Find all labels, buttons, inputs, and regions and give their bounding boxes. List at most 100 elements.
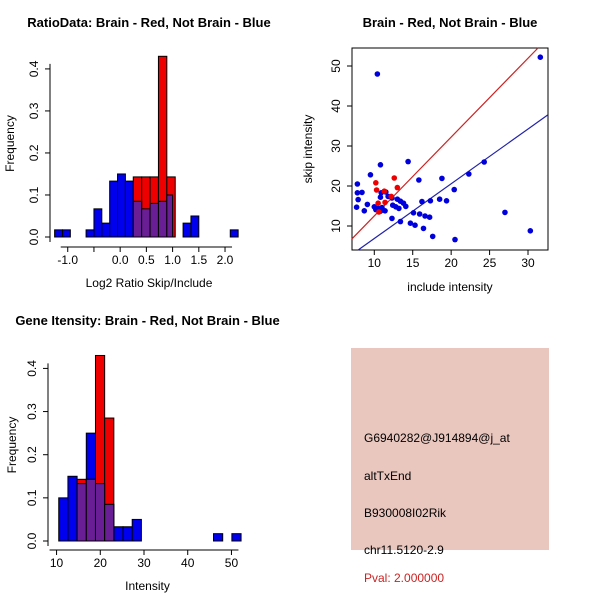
blue-data-point <box>410 210 417 216</box>
x-axis-label: Log2 Ratio Skip/Include <box>86 276 213 290</box>
red-data-point <box>373 180 379 186</box>
genomic-location-label: chr11.5120-2.9 <box>364 543 444 557</box>
blue-hist-bar <box>85 229 95 238</box>
intensity-scatter-panel: 10 15 20 25 30 10 20 30 40 50 Brain - Red, Not Bra… <box>301 15 549 294</box>
blue-data-point <box>502 209 508 216</box>
x-tick-label: 30 <box>137 556 151 570</box>
blue-data-point <box>396 205 402 212</box>
x-tick-label: 15 <box>406 256 420 270</box>
purple-hist-bar <box>85 478 96 542</box>
x-tick-label: 20 <box>444 256 458 270</box>
blue-data-point <box>443 198 450 204</box>
blue-data-point <box>397 218 404 225</box>
y-tick-label: 40 <box>329 99 343 113</box>
blue-data-point <box>481 159 488 165</box>
pval-label: Pval: 2.000000 <box>364 571 445 585</box>
x-tick-label: 25 <box>483 256 497 270</box>
blue-data-point <box>420 225 427 232</box>
x-tick-label: 10 <box>50 556 64 570</box>
blue-data-point <box>419 198 425 205</box>
blue-data-point <box>436 196 443 202</box>
blue-hist-bar <box>67 475 78 542</box>
blue-data-point <box>527 228 534 234</box>
x-tick-label: 1.0 <box>164 253 181 267</box>
y-tick-label: 0.4 <box>27 60 41 77</box>
y-tick-label: 0.1 <box>27 186 41 203</box>
blue-data-point <box>389 215 395 222</box>
plot-box <box>351 47 549 251</box>
blue-hist-bar <box>93 208 103 238</box>
x-tick-label: -1.0 <box>57 253 78 267</box>
y-tick-label: 20 <box>329 179 343 193</box>
blue-data-point <box>412 222 418 228</box>
y-tick-label: 0.4 <box>25 360 39 377</box>
red-data-point <box>375 200 381 206</box>
info-box: G6940282@J914894@j_at altTxEnd B930008I0… <box>351 348 549 585</box>
red-data-point <box>382 199 388 206</box>
blue-data-point <box>422 213 428 219</box>
y-tick-label: 50 <box>329 59 343 73</box>
blue-hist-bar <box>229 229 239 238</box>
x-tick-label: 10 <box>368 256 382 270</box>
purple-hist-bar <box>141 208 151 238</box>
blue-hist-bar <box>190 215 200 238</box>
blue-data-point <box>451 186 458 193</box>
x-tick-label: 40 <box>181 556 195 570</box>
red-data-point <box>376 209 382 215</box>
blue-data-point <box>367 172 374 178</box>
blue-data-point <box>353 204 360 210</box>
line-blue-regression-line <box>357 114 549 251</box>
y-tick-label: 0.3 <box>25 403 39 420</box>
y-tick-label: 10 <box>329 219 343 233</box>
purple-hist-bar <box>104 503 115 542</box>
x-tick-label: 50 <box>225 556 239 570</box>
gene-intensity-histogram-panel: 10 20 30 40 50 0.0 0.1 0.2 0.3 0.4 Gene Itensity: … <box>5 313 280 593</box>
blue-data-point <box>359 189 365 196</box>
y-tick-label: 0.0 <box>25 532 39 549</box>
blue-data-point <box>466 171 472 177</box>
blue-data-point <box>452 236 458 243</box>
gene-name-label: B930008I02Rik <box>364 506 447 520</box>
blue-hist-bar <box>117 173 126 238</box>
blue-hist-bar <box>101 222 111 238</box>
red-data-point <box>388 193 394 200</box>
blue-data-point <box>405 158 411 165</box>
blue-hist-bar <box>61 229 71 238</box>
purple-hist-bar <box>157 200 168 238</box>
purple-hist-bar <box>132 200 143 238</box>
purple-hist-bar <box>166 194 174 238</box>
blue-data-point <box>354 181 361 187</box>
red-data-point <box>391 175 398 181</box>
y-axis-label: Frequency <box>5 417 19 474</box>
x-axis-label: Intensity <box>125 579 170 593</box>
red-data-point <box>373 187 380 193</box>
y-tick-label: 0.0 <box>27 228 41 245</box>
blue-data-point <box>403 203 409 210</box>
y-tick-label: 0.1 <box>25 489 39 506</box>
blue-data-point <box>429 233 436 240</box>
splice-event-type-label: altTxEnd <box>364 469 412 483</box>
chart-title: Brain - Red, Not Brain - Blue <box>363 15 538 30</box>
y-tick-label: 0.2 <box>27 144 41 161</box>
blue-hist-bar <box>113 526 124 542</box>
y-axis-label: Frequency <box>3 115 17 172</box>
y-tick-label: 0.2 <box>25 446 39 463</box>
purple-hist-bar <box>149 202 159 238</box>
blue-data-point <box>354 190 361 196</box>
blue-data-point <box>416 211 423 217</box>
blue-hist-bar <box>131 518 142 542</box>
blue-hist-bar <box>213 533 224 542</box>
x-tick-label: 0.5 <box>138 253 155 267</box>
blue-data-point <box>377 162 384 168</box>
blue-hist-bar <box>109 180 119 238</box>
blue-data-point <box>427 198 434 204</box>
blue-hist-bar <box>231 533 242 542</box>
purple-hist-bar <box>94 483 106 542</box>
blue-data-point <box>426 214 433 220</box>
x-tick-label: 0.0 <box>112 253 129 267</box>
blue-data-point <box>355 196 361 203</box>
y-tick-label: 0.3 <box>27 102 41 119</box>
blue-data-point <box>377 194 384 200</box>
blue-data-point <box>407 220 414 226</box>
blue-data-point <box>439 175 445 182</box>
